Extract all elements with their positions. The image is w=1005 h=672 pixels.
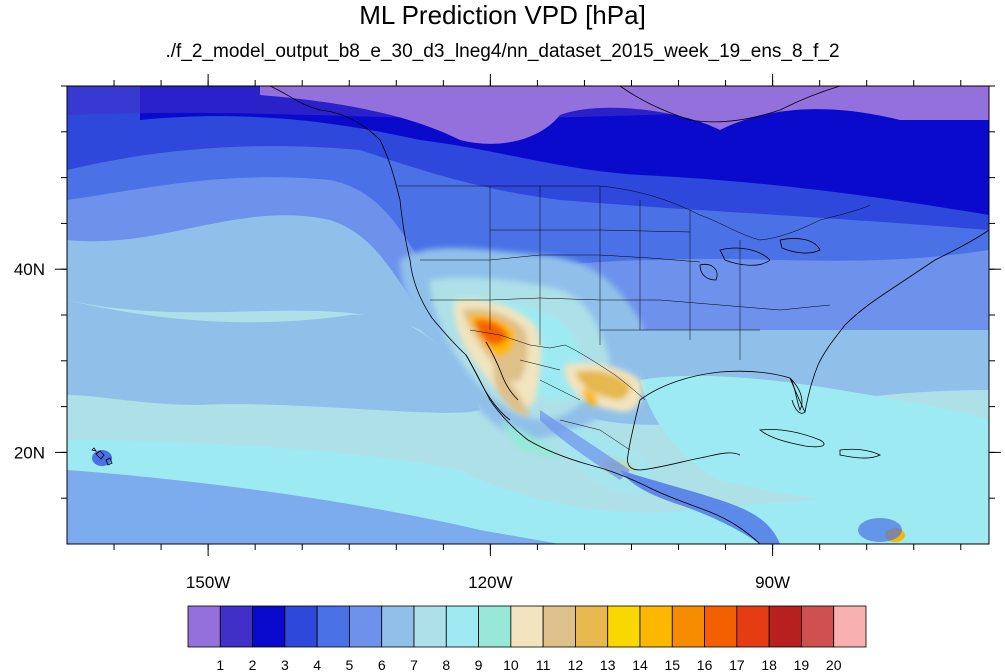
colorbar-swatch [252,605,286,648]
colorbar-swatch [316,605,350,648]
colorbar-swatch [381,605,415,648]
colorbar-swatch [833,605,867,648]
map-subtitle: ./f_2_model_output_b8_e_30_d3_lneg4/nn_d… [165,41,840,62]
lon-tick-label: 120W [468,573,512,592]
lat-tick-label: 20N [14,443,45,462]
colorbar-swatch [478,605,512,648]
lat-tick-label: 40N [14,260,45,279]
colorbar-label: 12 [568,657,584,672]
colorbar-swatch [542,605,576,648]
field-chihuahua-15 [582,389,598,406]
colorbar-swatch [510,605,544,648]
colorbar-label: 10 [503,657,519,672]
colorbar-swatch [768,605,802,648]
colorbar-label: 2 [249,657,257,672]
lon-tick-label: 90W [755,573,790,592]
field-caribbean-blue [858,518,902,542]
colorbar-label: 3 [281,657,289,672]
colorbar-label: 13 [600,657,616,672]
map-field [67,86,989,544]
field-pacific-edge [67,470,560,544]
colorbar-swatch [671,605,705,648]
colorbar-label: 14 [632,657,648,672]
colorbar-swatch [704,605,738,648]
colorbar-swatch [413,605,447,648]
field-central-america [620,470,780,544]
field-band-1 [260,86,989,144]
colorbar-label: 18 [761,657,777,672]
colorbar-swatch [284,605,318,648]
political-borders [398,185,871,451]
colorbar-label: 11 [536,657,551,672]
colorbar-swatch [607,605,641,648]
colorbar-swatch [349,605,383,648]
colorbar-label: 19 [794,657,810,672]
colorbar-label: 5 [346,657,354,672]
colorbar-label: 20 [826,657,842,672]
colorbar: 1 2 3 4 5 6 7 8 9 10 11 12 13 14 15 16 17 18 19 20 [187,605,867,672]
colorbar-label: 8 [442,657,450,672]
colorbar-swatch [219,605,253,648]
field-chihuahua-13 [575,370,630,400]
field-baja-13 [493,360,530,416]
field-pacific-mid [67,300,480,413]
major-ticks: 150W 120W 90W 40N 20N [14,74,1001,592]
colorbar-label: 9 [475,657,483,672]
colorbar-swatch [187,605,221,648]
colorbar-swatch [801,605,835,648]
field-sonoran-16 [475,319,508,346]
colorbar-label: 1 [216,657,224,672]
colorbar-label: 6 [378,657,386,672]
colorbar-label: 17 [729,657,745,672]
colorbar-swatch [445,605,479,648]
lon-tick-label: 150W [186,573,230,592]
colorbar-label: 4 [313,657,321,672]
colorbar-swatch [736,605,770,648]
field-gulf [640,375,989,520]
colorbar-label: 16 [697,657,713,672]
colorbar-swatch [575,605,609,648]
colorbar-swatch [639,605,673,648]
coastlines [91,86,989,544]
colorbar-label: 7 [410,657,418,672]
field-band-2 [140,86,989,215]
map-title: ML Prediction VPD [hPa] [359,0,646,30]
colorbar-label: 15 [664,657,680,672]
field-mexico-coast [540,410,630,480]
